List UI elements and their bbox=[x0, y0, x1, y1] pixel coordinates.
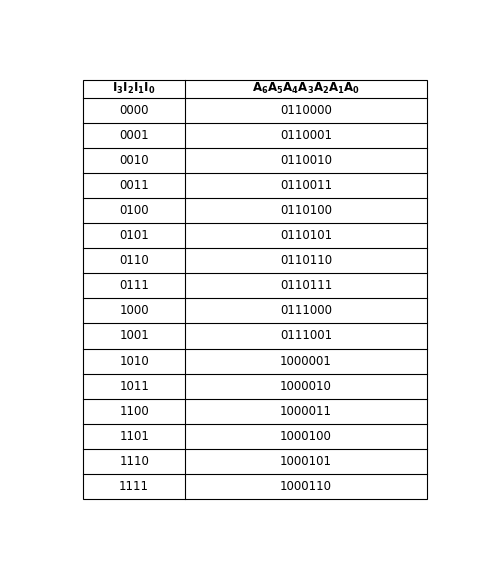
Text: 1000001: 1000001 bbox=[280, 355, 332, 367]
Text: 0110100: 0110100 bbox=[280, 204, 332, 217]
Text: 0110: 0110 bbox=[119, 254, 149, 267]
Text: 1000100: 1000100 bbox=[280, 430, 332, 443]
Text: 0111000: 0111000 bbox=[280, 304, 332, 317]
Text: 1000110: 1000110 bbox=[280, 480, 332, 493]
Text: 0100: 0100 bbox=[120, 204, 149, 217]
Text: 0111001: 0111001 bbox=[280, 329, 332, 343]
Text: 1010: 1010 bbox=[119, 355, 149, 367]
Text: $\mathbf{I_3I_2I_1I_0}$: $\mathbf{I_3I_2I_1I_0}$ bbox=[113, 81, 156, 96]
Text: 1001: 1001 bbox=[119, 329, 149, 343]
Text: 0110011: 0110011 bbox=[280, 179, 332, 192]
Text: 1101: 1101 bbox=[119, 430, 149, 443]
Text: 1110: 1110 bbox=[119, 455, 149, 468]
Text: 0110110: 0110110 bbox=[280, 254, 332, 267]
Text: 1000101: 1000101 bbox=[280, 455, 332, 468]
Text: 0111: 0111 bbox=[119, 280, 149, 292]
Text: 0101: 0101 bbox=[119, 229, 149, 242]
Text: 0011: 0011 bbox=[119, 179, 149, 192]
Text: 1100: 1100 bbox=[119, 405, 149, 418]
Text: $\mathbf{A_6A_5A_4A_3A_2A_1A_0}$: $\mathbf{A_6A_5A_4A_3A_2A_1A_0}$ bbox=[252, 81, 360, 96]
Text: 0110111: 0110111 bbox=[280, 280, 332, 292]
Text: 0010: 0010 bbox=[120, 154, 149, 167]
Text: 0110101: 0110101 bbox=[280, 229, 332, 242]
Text: 1000011: 1000011 bbox=[280, 405, 332, 418]
Text: 1000: 1000 bbox=[120, 304, 149, 317]
Text: 0000: 0000 bbox=[120, 104, 149, 117]
Text: 1000010: 1000010 bbox=[280, 380, 332, 393]
Text: 0110010: 0110010 bbox=[280, 154, 332, 167]
Bar bbox=[84, 80, 427, 499]
Text: 0001: 0001 bbox=[120, 129, 149, 142]
Text: 1011: 1011 bbox=[119, 380, 149, 393]
Text: 0110000: 0110000 bbox=[280, 104, 332, 117]
Text: 0110001: 0110001 bbox=[280, 129, 332, 142]
Text: 1111: 1111 bbox=[119, 480, 149, 493]
